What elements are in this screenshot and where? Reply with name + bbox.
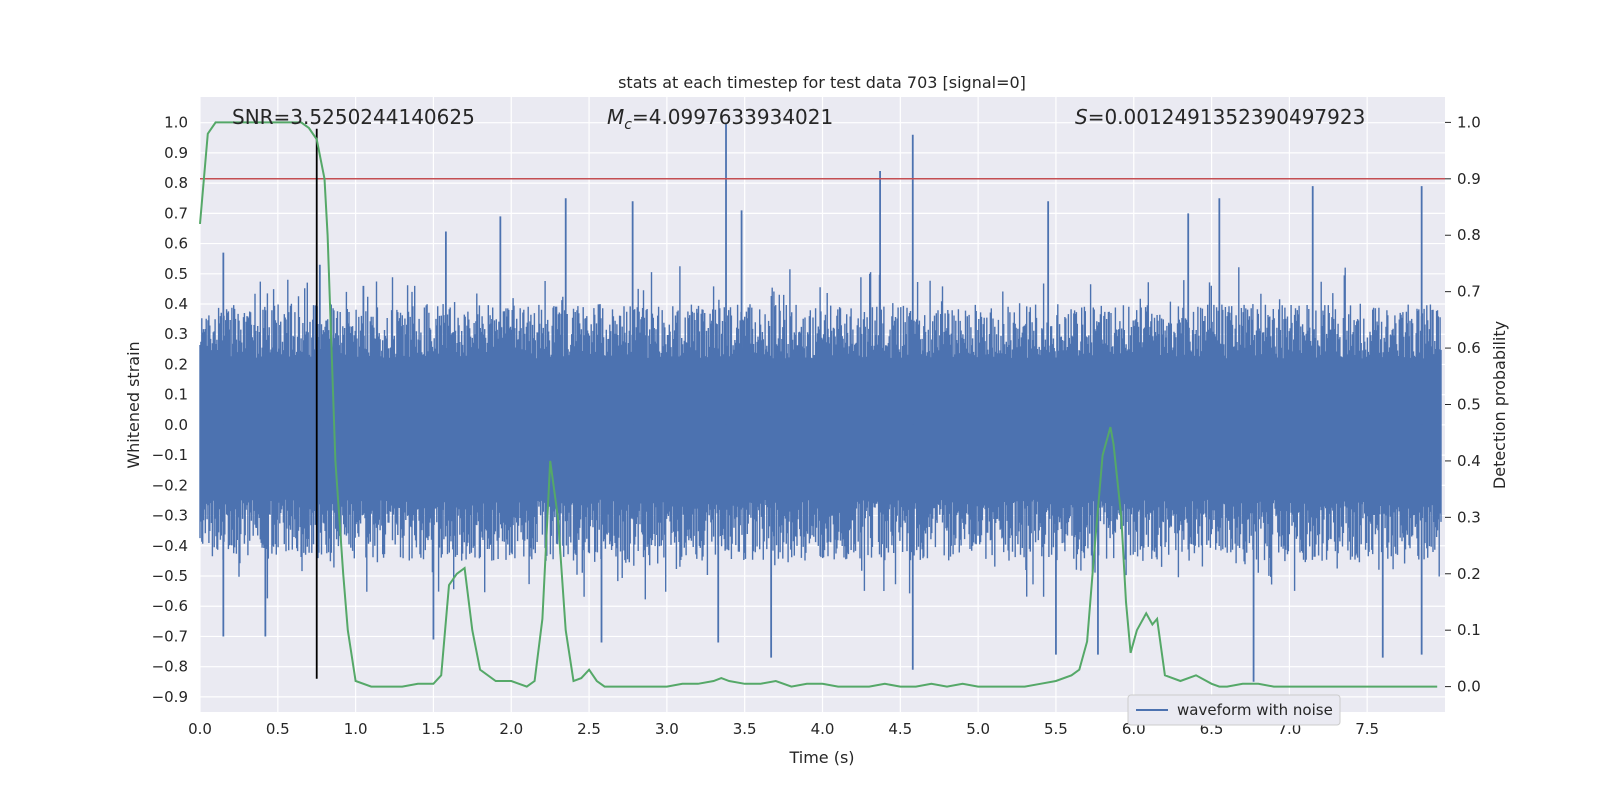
y-tick-label: 0.5 <box>164 265 188 283</box>
probability-layer <box>199 121 1438 688</box>
y-tick-label: −0.8 <box>152 658 188 676</box>
y2-tick-label: 0.9 <box>1457 170 1481 188</box>
y-tick-label: −0.4 <box>152 537 188 555</box>
x-tick-label: 0.5 <box>266 720 290 738</box>
y-tick-label: 0.3 <box>164 325 188 343</box>
x-tick-label: 3.0 <box>655 720 679 738</box>
y-tick-label: 1.0 <box>164 114 188 132</box>
y-tick-label: 0.7 <box>164 204 188 222</box>
mc-subscript: c <box>624 117 632 133</box>
y-tick-label: −0.7 <box>152 627 188 645</box>
y2-tick-label: 0.1 <box>1457 621 1481 639</box>
y-tick-label: −0.3 <box>152 507 188 525</box>
s-annotation: S=0.0012491352390497923 <box>1075 105 1365 129</box>
x-tick-label: 2.5 <box>577 720 601 738</box>
y2-tick-label: 0.5 <box>1457 396 1481 414</box>
legend-label-waveform: waveform with noise <box>1177 701 1333 719</box>
legend: waveform with noise <box>1127 694 1341 726</box>
s-symbol: S <box>1075 105 1088 129</box>
y-tick-label: −0.2 <box>152 476 188 494</box>
waveform-trace <box>199 266 1442 600</box>
snr-annotation: SNR=3.5250244140625 <box>232 105 475 129</box>
y2-tick-label: 1.0 <box>1457 113 1481 131</box>
y-axis-ticks: 1.0 0.9 0.8 0.7 0.6 0.5 0.4 0.3 0.2 0.1 0.0 −0.1 −0.… <box>152 114 188 706</box>
y-tick-label: −0.1 <box>152 446 188 464</box>
y-tick-label: 0.4 <box>164 295 188 313</box>
legend-box <box>1127 694 1341 726</box>
y-tick-label: 0.1 <box>164 386 188 404</box>
y-tick-label: 0.2 <box>164 355 188 373</box>
x-tick-label: 3.5 <box>733 720 757 738</box>
y2-tick-label: 0.7 <box>1457 283 1481 301</box>
y2-tick-label: 0.0 <box>1457 678 1481 696</box>
mc-annotation: Mc=4.0997633934021 <box>607 105 833 133</box>
y-axis-label: Whitened strain <box>124 341 143 468</box>
chart-title: stats at each timestep for test data 703… <box>618 73 1026 92</box>
y2-axis-label: Detection probability <box>1490 321 1509 489</box>
x-axis-label: Time (s) <box>788 748 854 767</box>
x-tick-label: 5.5 <box>1044 720 1068 738</box>
x-tick-label: 1.0 <box>344 720 368 738</box>
y2-tick-label: 0.4 <box>1457 452 1481 470</box>
y2-tick-label: 0.6 <box>1457 339 1481 357</box>
waveform-layer <box>199 122 1442 682</box>
x-tick-label: 1.5 <box>422 720 446 738</box>
y2-tick-label: 0.3 <box>1457 508 1481 526</box>
mc-value: =4.0997633934021 <box>632 105 833 129</box>
probability-line <box>199 121 1438 688</box>
s-value: =0.0012491352390497923 <box>1088 105 1366 129</box>
x-tick-label: 7.5 <box>1355 720 1379 738</box>
mc-symbol: M <box>607 105 624 129</box>
x-tick-label: 4.0 <box>811 720 835 738</box>
y2-axis-ticks: 1.0 0.9 0.8 0.7 0.6 0.5 0.4 0.3 0.2 0.1 0.0 <box>1445 113 1481 696</box>
y-tick-label: 0.8 <box>164 174 188 192</box>
y-tick-label: −0.9 <box>152 688 188 706</box>
y-tick-label: 0.6 <box>164 235 188 253</box>
y-tick-label: 0.9 <box>164 144 188 162</box>
x-axis-ticks: 0.0 0.5 1.0 1.5 2.0 2.5 3.0 3.5 4.0 4.5 5.0 5.5 6.0 6… <box>188 720 1379 738</box>
x-tick-label: 2.0 <box>499 720 523 738</box>
x-tick-label: 0.0 <box>188 720 212 738</box>
y-tick-label: 0.0 <box>164 416 188 434</box>
y-tick-label: −0.6 <box>152 597 188 615</box>
x-tick-label: 5.0 <box>966 720 990 738</box>
y-tick-label: −0.5 <box>152 567 188 585</box>
y2-tick-label: 0.8 <box>1457 226 1481 244</box>
x-tick-label: 4.5 <box>888 720 912 738</box>
y2-tick-label: 0.2 <box>1457 565 1481 583</box>
